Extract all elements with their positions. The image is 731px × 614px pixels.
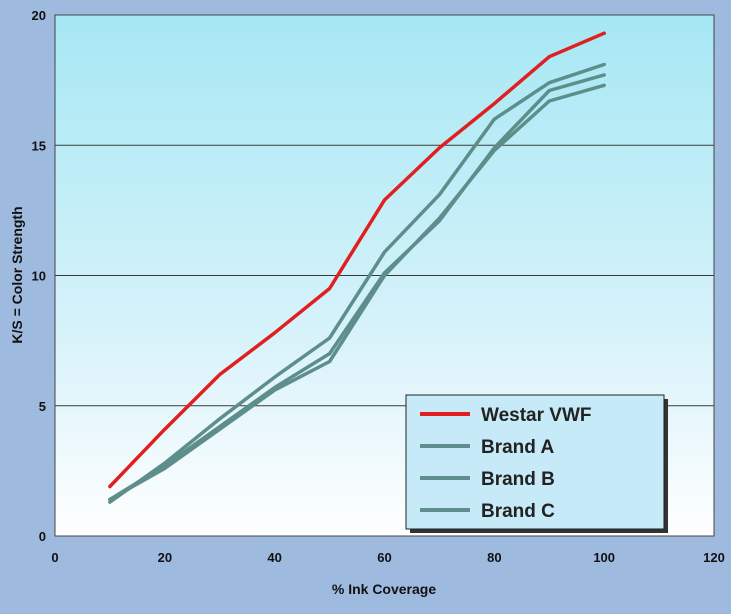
x-tick-label: 0 (51, 550, 58, 565)
legend: Westar VWF Brand A Brand B Brand C (405, 394, 668, 533)
x-tick-label: 40 (267, 550, 281, 565)
x-axis-label: % Ink Coverage (332, 581, 436, 597)
y-tick-label: 10 (32, 269, 46, 284)
y-tick-label: 5 (39, 399, 46, 414)
y-axis-label: K/S = Color Strength (9, 206, 25, 343)
y-tick-label: 20 (32, 8, 46, 23)
series-line-brand-c (108, 83, 606, 502)
y-tick-label: 15 (32, 138, 46, 153)
legend-label: Brand A (481, 437, 554, 458)
legend-box (405, 394, 665, 530)
series-line-westar-vwf (108, 31, 606, 489)
x-tick-label: 80 (487, 550, 501, 565)
series-line-brand-a (108, 62, 606, 504)
tick-labels: 0 20 40 60 80 100 120 0 5 10 15 20 (32, 8, 725, 565)
x-tick-label: 60 (377, 550, 391, 565)
x-tick-label: 120 (703, 550, 725, 565)
legend-label: Brand B (481, 469, 555, 490)
legend-label: Westar VWF (481, 405, 592, 426)
y-tick-label: 0 (39, 529, 46, 544)
series-lines (108, 31, 606, 504)
legend-label: Brand C (481, 501, 555, 522)
series-line-brand-b (108, 73, 606, 502)
x-tick-label: 20 (158, 550, 172, 565)
x-tick-label: 100 (593, 550, 615, 565)
